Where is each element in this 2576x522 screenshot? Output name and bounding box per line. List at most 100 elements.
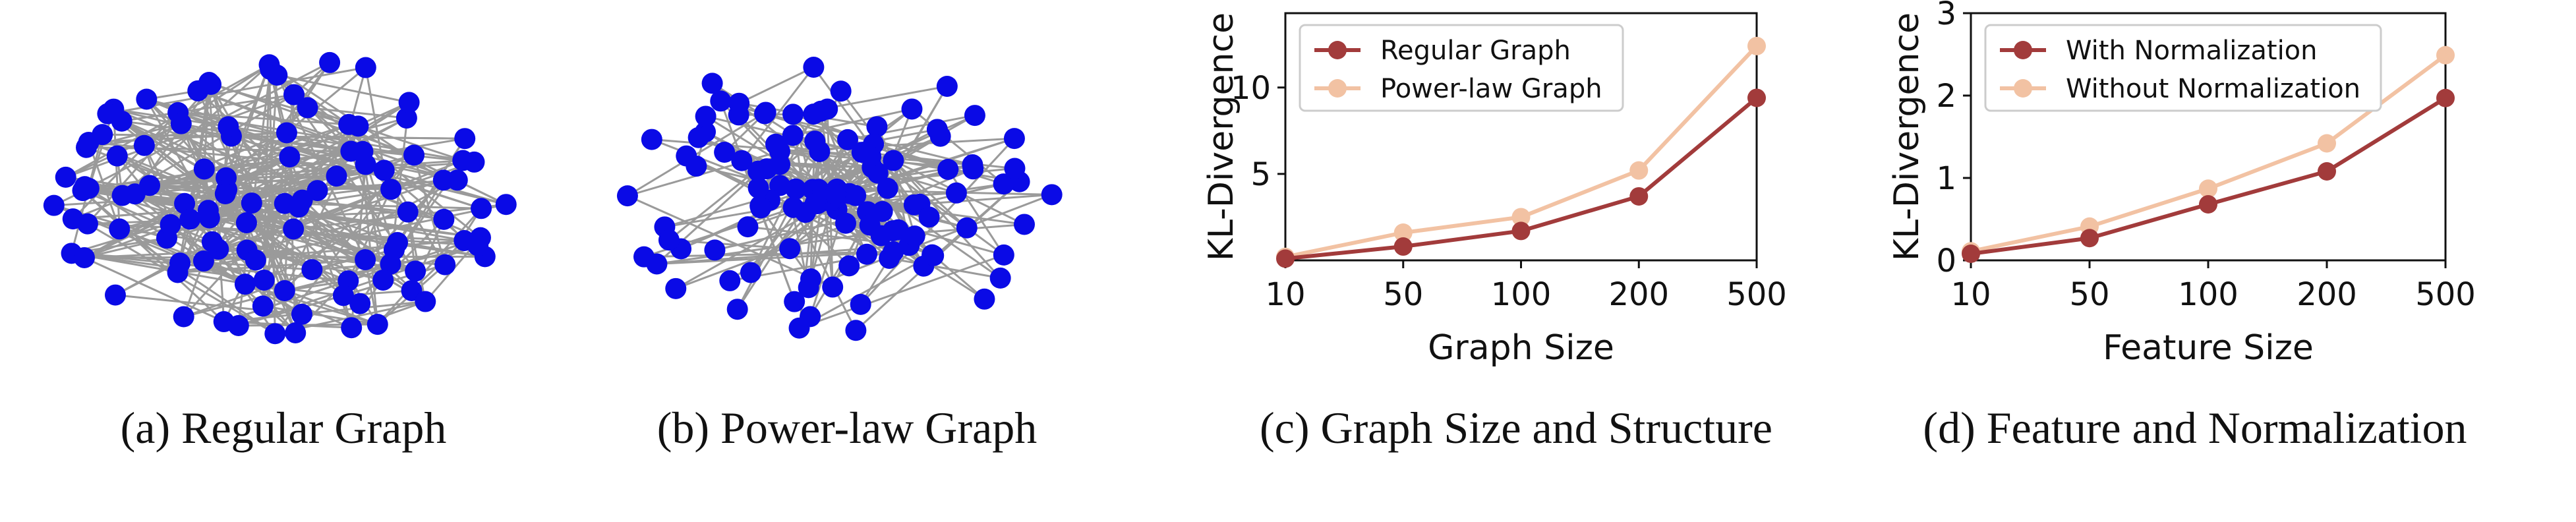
network-node bbox=[73, 246, 95, 268]
x-axis-label: Graph Size bbox=[1428, 328, 1614, 368]
caption-d: (d) Feature and Normalization bbox=[1923, 403, 2467, 453]
network-node bbox=[97, 103, 119, 125]
legend-box bbox=[1299, 24, 1624, 112]
network-edge bbox=[307, 106, 407, 119]
network-node bbox=[956, 217, 978, 239]
network-edge bbox=[231, 135, 465, 140]
data-point bbox=[2199, 179, 2217, 198]
network-node bbox=[701, 72, 723, 94]
series-1 bbox=[1962, 88, 2455, 263]
network-node bbox=[227, 314, 249, 336]
caption-b: (b) Power-law Graph bbox=[657, 403, 1037, 453]
network-edge bbox=[799, 254, 1005, 330]
network-node bbox=[355, 249, 376, 271]
network-node bbox=[688, 127, 709, 148]
data-point bbox=[1511, 221, 1531, 241]
power-law-graph-network bbox=[616, 57, 1063, 341]
x-tick-label: 500 bbox=[1726, 276, 1787, 313]
network-node bbox=[825, 183, 846, 205]
network-edge bbox=[84, 188, 227, 259]
network-edge bbox=[298, 206, 398, 244]
network-edge bbox=[121, 94, 295, 123]
network-node bbox=[405, 260, 426, 282]
network-node bbox=[922, 244, 943, 266]
network-node bbox=[133, 134, 155, 156]
data-point bbox=[1629, 187, 1649, 206]
network-node bbox=[616, 185, 638, 207]
network-edge bbox=[177, 84, 212, 273]
data-point bbox=[1393, 237, 1413, 256]
graph-size-chart: 10 50 100 200 500 5 10 Graph Size KL-Divergence R… bbox=[1202, 12, 1787, 368]
network-edge bbox=[893, 160, 968, 229]
network-node bbox=[974, 288, 995, 310]
network-node bbox=[856, 243, 877, 265]
network-node bbox=[341, 317, 363, 339]
x-tick-label: 100 bbox=[2178, 276, 2239, 313]
network-node bbox=[332, 285, 354, 306]
network-node bbox=[471, 198, 492, 219]
network-node bbox=[665, 277, 687, 299]
network-node bbox=[804, 130, 826, 152]
data-point bbox=[2436, 88, 2455, 107]
network-node bbox=[395, 107, 417, 129]
network-node bbox=[124, 183, 146, 205]
network-node bbox=[266, 65, 288, 86]
network-node bbox=[993, 244, 1014, 266]
network-node bbox=[264, 323, 286, 345]
network-node bbox=[136, 88, 158, 110]
network-node bbox=[192, 250, 214, 272]
network-node bbox=[467, 235, 489, 256]
network-node bbox=[633, 246, 655, 268]
legend: Regular Graph Power-law Graph bbox=[1299, 24, 1624, 112]
network-node bbox=[234, 274, 256, 295]
network-edge bbox=[88, 142, 121, 229]
network-node bbox=[495, 194, 517, 216]
network-node bbox=[737, 216, 759, 238]
caption-a: (a) Regular Graph bbox=[121, 403, 447, 453]
network-node bbox=[109, 218, 131, 240]
network-node bbox=[945, 182, 967, 204]
y-axis-label: KL-Divergence bbox=[1887, 13, 1927, 261]
network-node bbox=[198, 207, 220, 229]
network-node bbox=[845, 185, 867, 206]
y-tick-label: 3 bbox=[1936, 0, 1956, 32]
network-node bbox=[850, 293, 871, 315]
network-node bbox=[750, 197, 772, 219]
y-tick-label: 2 bbox=[1936, 78, 1956, 115]
network-node bbox=[1004, 158, 1026, 179]
data-point bbox=[1747, 88, 1766, 107]
data-point bbox=[1962, 245, 1980, 263]
network-node bbox=[871, 200, 893, 222]
data-point bbox=[2199, 195, 2217, 214]
legend-box bbox=[1984, 24, 2382, 112]
network-node bbox=[877, 177, 898, 199]
x-tick-label: 200 bbox=[1608, 276, 1669, 313]
network-node bbox=[372, 269, 394, 291]
network-node bbox=[179, 208, 201, 230]
y-tick-label: 5 bbox=[1250, 156, 1271, 193]
network-node bbox=[252, 295, 274, 317]
network-edge bbox=[225, 169, 384, 195]
network-node bbox=[989, 267, 1011, 289]
network-node bbox=[798, 277, 819, 299]
x-tick-label: 10 bbox=[1265, 276, 1305, 313]
data-point bbox=[1747, 36, 1766, 55]
network-node bbox=[297, 97, 318, 119]
network-node bbox=[755, 102, 776, 123]
network-edge bbox=[351, 301, 426, 329]
network-node bbox=[276, 122, 297, 144]
network-edge bbox=[84, 256, 225, 323]
network-node bbox=[782, 103, 804, 125]
data-point bbox=[2080, 229, 2099, 248]
network-node bbox=[929, 125, 951, 147]
network-node bbox=[835, 212, 857, 234]
network-node bbox=[756, 158, 778, 180]
network-node bbox=[838, 255, 860, 277]
network-node bbox=[106, 145, 128, 167]
network-node bbox=[830, 80, 852, 102]
network-node bbox=[804, 193, 826, 215]
network-node bbox=[904, 225, 925, 247]
network-node bbox=[936, 75, 958, 97]
network-node bbox=[397, 201, 419, 223]
